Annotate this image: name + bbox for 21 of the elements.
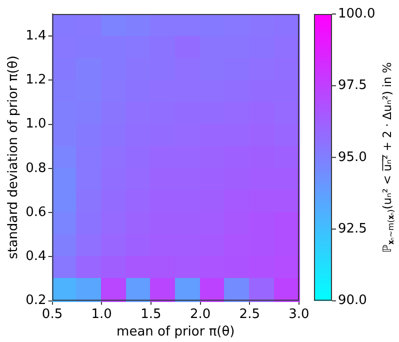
x-axis-title: mean of prior π(θ) <box>116 324 235 340</box>
y-axis-title: standard deviation of prior π(θ) <box>6 56 22 260</box>
y-tick-label: 1.0 <box>26 116 46 132</box>
x-tick-label: 2.0 <box>190 306 211 322</box>
color-bar-label: 92.5 <box>338 221 367 236</box>
color-bar-label: 97.5 <box>338 78 367 94</box>
color-bar-label: 95.0 <box>338 150 367 165</box>
x-tick-label: 0.5 <box>42 306 63 322</box>
y-tick-label: 1.2 <box>26 72 46 88</box>
x-tick-label: 1.5 <box>140 306 162 322</box>
y-tick-label: 0.4 <box>26 249 46 264</box>
y-tick-label: 0.2 <box>26 293 46 308</box>
color-bar-label: 100.0 <box>338 6 376 22</box>
x-tick-label: 1.0 <box>91 306 112 322</box>
y-tick-label: 1.4 <box>26 28 46 44</box>
x-tick-label: 2.5 <box>239 306 260 322</box>
y-tick-label: 0.8 <box>26 160 46 176</box>
color-bar-title: ℙ𝐱ₙ∼m(𝐱ₙ)(uₙ² < u̅ₙ̅²̅ + 2 · Δuₙ²) in % <box>380 62 396 253</box>
y-tick-label: 0.6 <box>26 204 46 220</box>
color-bar-label: 90.0 <box>338 293 367 308</box>
x-tick-label: 3.0 <box>288 306 310 322</box>
